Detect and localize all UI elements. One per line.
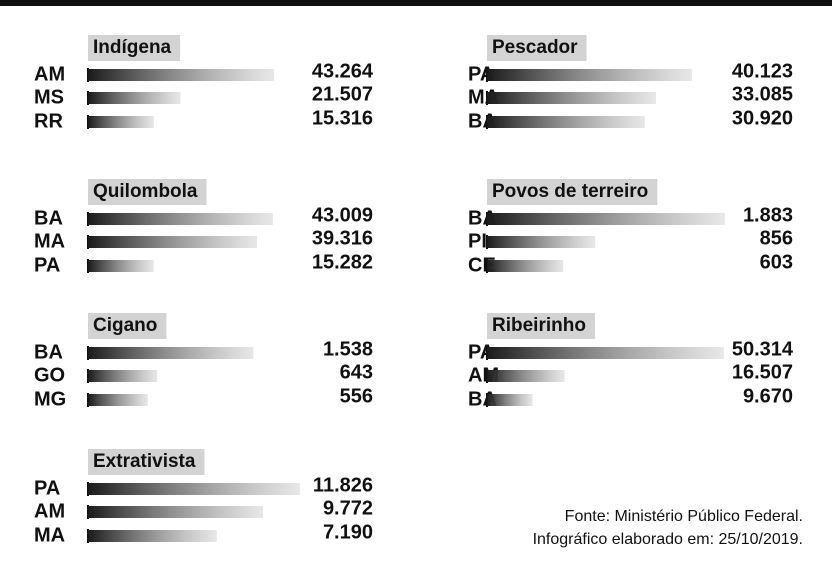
bar [487, 116, 645, 128]
category-label: PA [34, 254, 60, 276]
bar [487, 213, 725, 225]
bar [88, 92, 181, 104]
bar [88, 506, 264, 518]
bar [487, 236, 596, 248]
panel-title: Pescador [492, 37, 578, 58]
value-label: 7.190 [323, 521, 373, 543]
category-label: MA [34, 230, 65, 252]
title-box [88, 179, 207, 205]
category-label: BA [34, 341, 63, 363]
category-label: MS [34, 86, 64, 108]
source: Fonte: Ministério Público Federal. [565, 508, 803, 525]
bar [88, 370, 158, 382]
top-rule [0, 0, 832, 6]
title-box [88, 313, 167, 339]
value-label: 50.314 [732, 338, 794, 360]
value-label: 33.085 [732, 83, 793, 105]
bar [88, 347, 254, 359]
value-label: 556 [340, 385, 373, 407]
value-label: 1.883 [743, 204, 793, 226]
value-label: 16.507 [732, 361, 793, 383]
value-label: 1.538 [323, 338, 373, 360]
value-label: 21.507 [312, 83, 373, 105]
panel-title: Cigano [93, 315, 157, 336]
value-label: 40.123 [732, 60, 793, 82]
bar [487, 92, 656, 104]
panel-title: Extrativista [93, 451, 196, 472]
value-label: 9.670 [743, 385, 793, 407]
bar [487, 347, 724, 359]
panel-title: Indígena [93, 37, 172, 58]
panel-title: Quilombola [93, 181, 198, 202]
value-label: 643 [340, 361, 373, 383]
category-label: RR [34, 110, 63, 132]
bar [88, 394, 148, 406]
bar [88, 116, 154, 128]
bar [88, 213, 273, 225]
value-label: 11.826 [313, 474, 373, 496]
value-label: 43.009 [312, 204, 373, 226]
bar [487, 394, 533, 406]
category-label: AM [34, 63, 65, 85]
category-label: PI [468, 230, 487, 252]
value-label: 39.316 [312, 227, 373, 249]
panel-title: Ribeirinho [492, 315, 586, 336]
value-label: 9.772 [323, 497, 373, 519]
bar [88, 236, 258, 248]
panel-title: Povos de terreiro [492, 181, 648, 202]
title-box [88, 35, 181, 61]
credit: Infográfico elaborado em: 25/10/2019. [533, 531, 803, 548]
bar [88, 530, 217, 542]
value-label: 603 [760, 251, 793, 273]
title-box [88, 449, 205, 475]
bar [487, 370, 565, 382]
title-box [487, 179, 658, 205]
title-box [487, 35, 587, 61]
value-label: 15.282 [312, 251, 373, 273]
category-label: MA [34, 524, 65, 546]
category-label: AM [34, 500, 65, 522]
category-label: MG [34, 388, 66, 410]
bar [487, 69, 692, 81]
bar [88, 260, 154, 272]
value-label: 43.264 [312, 60, 374, 82]
value-label: 856 [760, 227, 793, 249]
title-box [487, 313, 595, 339]
value-label: 30.920 [732, 107, 793, 129]
bar [487, 260, 564, 272]
category-label: GO [34, 364, 65, 386]
category-label: BA [34, 207, 63, 229]
value-label: 15.316 [312, 107, 373, 129]
bar [88, 483, 300, 495]
category-label: PA [34, 477, 60, 499]
bar [88, 69, 275, 81]
